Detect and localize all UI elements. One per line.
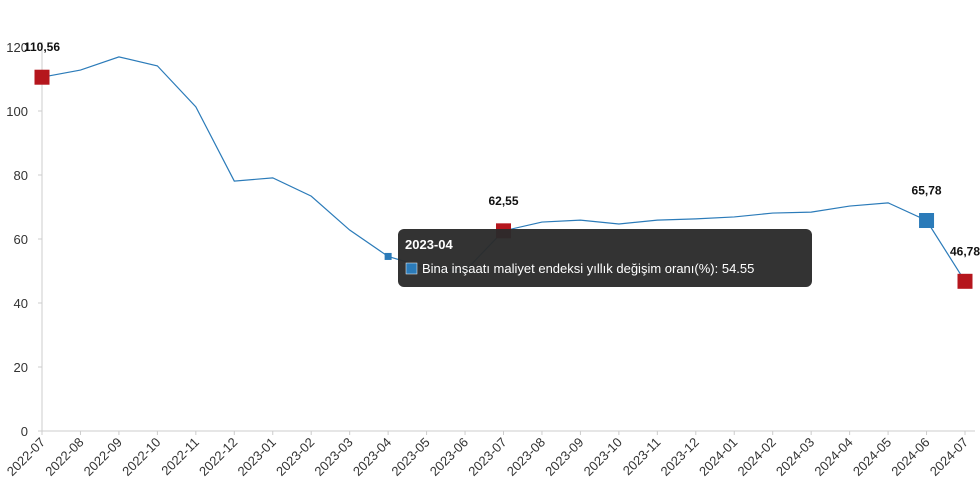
y-tick-label: 0 xyxy=(21,424,28,439)
x-tick-label: 2023-11 xyxy=(620,435,664,479)
x-tick-label: 2023-12 xyxy=(658,435,702,479)
y-tick-label: 60 xyxy=(14,232,28,247)
tooltip-text: Bina inşaatı maliyet endeksi yıllık deği… xyxy=(422,261,754,276)
x-tick-label: 2022-07 xyxy=(4,435,48,479)
x-tick-label: 2023-01 xyxy=(235,435,279,479)
x-tick-label: 2024-05 xyxy=(850,435,894,479)
x-tick-label: 2023-03 xyxy=(311,435,355,479)
x-tick-label: 2023-09 xyxy=(542,435,586,479)
x-tick-label: 2023-05 xyxy=(388,435,432,479)
x-tick-label: 2024-06 xyxy=(888,435,932,479)
y-tick-label: 120 xyxy=(6,40,28,55)
point-marker xyxy=(384,252,392,260)
point-marker xyxy=(957,273,973,289)
y-tick-label: 80 xyxy=(14,168,28,183)
x-tick-label: 2023-02 xyxy=(273,435,317,479)
x-tick-label: 2024-07 xyxy=(927,435,971,479)
tooltip-box xyxy=(398,229,812,287)
tooltip: 2023-04 Bina inşaatı maliyet endeksi yıll… xyxy=(398,229,812,287)
point-marker xyxy=(919,213,935,229)
x-tick-label: 2022-12 xyxy=(196,435,240,479)
x-tick-label: 2024-02 xyxy=(734,435,778,479)
x-tick-label: 2023-10 xyxy=(581,435,625,479)
x-tick-label: 2024-04 xyxy=(811,435,855,479)
x-tick-label: 2023-08 xyxy=(504,435,548,479)
point-marker xyxy=(34,69,50,85)
x-tick-label: 2022-08 xyxy=(42,435,86,479)
x-tick-label: 2023-04 xyxy=(350,435,394,479)
data-label: 46,78 xyxy=(950,244,980,258)
tooltip-swatch xyxy=(405,262,418,275)
data-label: 65,78 xyxy=(912,184,942,198)
x-tick-label: 2022-09 xyxy=(81,435,125,479)
y-tick-label: 20 xyxy=(14,360,28,375)
x-tick-label: 2022-10 xyxy=(119,435,163,479)
x-tick-label: 2023-06 xyxy=(427,435,471,479)
y-tick-label: 40 xyxy=(14,296,28,311)
x-tick-label: 2024-03 xyxy=(773,435,817,479)
data-label: 110,56 xyxy=(24,40,60,54)
y-tick-label: 100 xyxy=(6,104,28,119)
x-tick-label: 2022-11 xyxy=(158,435,202,479)
x-tick-label: 2023-07 xyxy=(465,435,509,479)
tooltip-title: 2023-04 xyxy=(405,237,453,252)
x-tick-label: 2024-01 xyxy=(696,435,740,479)
data-label: 62,55 xyxy=(488,194,518,208)
